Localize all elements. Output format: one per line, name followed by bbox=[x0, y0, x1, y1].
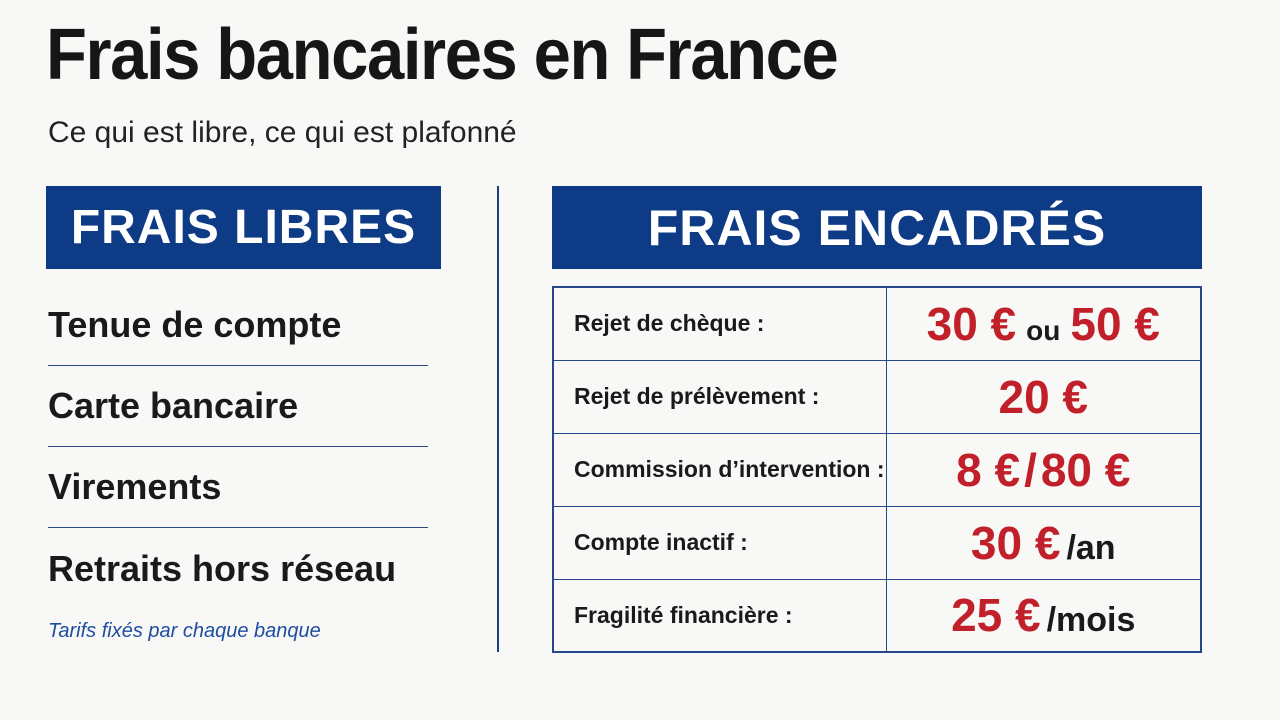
fee-amount-secondary: 80 € bbox=[1040, 443, 1131, 496]
fee-amount: 20 € bbox=[998, 370, 1089, 423]
fee-amount: 25 € bbox=[951, 589, 1041, 642]
free-fee-item: Tenue de compte bbox=[48, 285, 428, 366]
fee-value: 8 €/80 € bbox=[885, 432, 1202, 507]
fee-amount: 30 € bbox=[970, 516, 1061, 569]
capped-fees-table: Rejet de chèque : 30 € ou 50 € Rejet de pr… bbox=[552, 286, 1202, 653]
fee-value: 30 €/an bbox=[885, 505, 1202, 580]
fee-label: Compte inactif : bbox=[552, 505, 887, 580]
fee-value: 20 € bbox=[885, 359, 1202, 434]
fee-label: Rejet de prélèvement : bbox=[552, 359, 887, 434]
table-row: Rejet de prélèvement : 20 € bbox=[552, 359, 1202, 434]
fee-connector: ou bbox=[1026, 314, 1061, 346]
free-fee-item: Carte bancaire bbox=[48, 366, 428, 447]
fee-connector: / bbox=[1024, 443, 1037, 496]
capped-fees-header: FRAIS ENCADRÉS bbox=[552, 186, 1202, 269]
free-fee-item: Retraits hors réseau bbox=[48, 547, 397, 589]
column-divider bbox=[497, 186, 499, 652]
free-fees-list: Tenue de compte Carte bancaire Virements… bbox=[48, 285, 428, 609]
fee-value: 30 € ou 50 € bbox=[885, 286, 1202, 361]
fee-amount: 8 € bbox=[956, 443, 1021, 496]
page-title: Frais bancaires en France bbox=[46, 15, 839, 95]
fee-label: Fragilité financière : bbox=[552, 578, 887, 653]
free-fee-item: Virements bbox=[48, 447, 428, 528]
free-fees-note: Tarifs fixés par chaque banque bbox=[48, 620, 321, 642]
fee-amount: 30 € bbox=[926, 297, 1017, 350]
free-fees-header: FRAIS LIBRES bbox=[46, 186, 441, 269]
table-row: Fragilité financière : 25 €/mois bbox=[552, 578, 1202, 653]
table-row: Commission d’intervention : 8 €/80 € bbox=[552, 432, 1202, 507]
fee-suffix: /mois bbox=[1046, 601, 1136, 640]
fee-amount-secondary: 50 € bbox=[1070, 297, 1160, 350]
table-row: Compte inactif : 30 €/an bbox=[552, 505, 1202, 580]
fee-label: Commission d’intervention : bbox=[552, 432, 887, 507]
page-subtitle: Ce qui est libre, ce qui est plafonné bbox=[48, 116, 517, 149]
fee-label: Rejet de chèque : bbox=[552, 286, 887, 361]
fee-value: 25 €/mois bbox=[885, 578, 1202, 653]
fee-suffix: /an bbox=[1066, 528, 1116, 567]
table-row: Rejet de chèque : 30 € ou 50 € bbox=[552, 286, 1202, 361]
